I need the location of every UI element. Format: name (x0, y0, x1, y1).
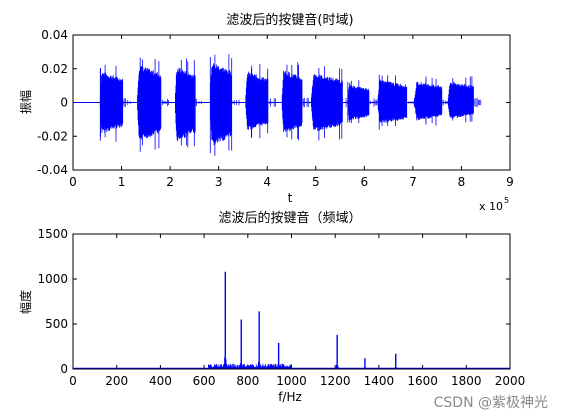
time-domain-plot: 滤波后的按键音(时域) 振幅 t x 10 5 0 1 2 3 4 5 6 7 8 9 -0.04 -… (18, 12, 514, 213)
y-tick-label: 0 (60, 96, 68, 110)
time-noise (195, 98, 203, 107)
time-noise (267, 98, 276, 107)
time-noise (473, 97, 482, 108)
freq-plot-xlabel: f/Hz (278, 390, 302, 404)
time-noise (441, 99, 450, 106)
x-tick-label: 9 (506, 175, 514, 189)
time-burst (245, 64, 269, 139)
x-tick-label: 0 (69, 175, 77, 189)
time-burst (209, 54, 233, 156)
y-tick-label: -0.04 (37, 163, 68, 177)
time-burst (414, 76, 443, 126)
y-tick-label: 500 (45, 317, 68, 331)
y-tick-label: 0.04 (41, 28, 68, 42)
y-tick-label: 0.02 (41, 62, 68, 76)
time-noise (161, 98, 169, 107)
x-tick-label: 7 (409, 175, 417, 189)
time-burst (377, 74, 408, 130)
time-noise (231, 99, 240, 106)
freq-plot-ylabel: 幅度 (18, 290, 33, 314)
x-tick-label: 2 (166, 175, 174, 189)
time-plot-x-exponent-power: 5 (504, 196, 509, 205)
y-tick-label: -0.02 (37, 129, 68, 143)
x-tick-label: 4 (263, 175, 271, 189)
time-burst (175, 58, 196, 148)
y-tick-label: 0 (60, 362, 68, 376)
x-tick-label: 1400 (364, 374, 395, 388)
time-burst (137, 57, 162, 152)
x-tick-label: 1800 (451, 374, 482, 388)
x-tick-label: 1600 (407, 374, 438, 388)
x-tick-label: 1 (118, 175, 126, 189)
time-plot-xlabel: t (288, 191, 293, 205)
freq-plot-ticks: 0 200 400 600 800 1000 1200 1400 1600 1800 2000 0 50… (37, 227, 525, 388)
frequency-domain-plot: 滤波后的按键音（频域） 幅度 f/Hz 0 200 400 600 800 1000 120… (18, 210, 525, 404)
x-tick-label: 3 (215, 175, 223, 189)
y-tick-label: 1500 (37, 227, 68, 241)
x-tick-label: 1000 (276, 374, 307, 388)
time-plot-series (73, 54, 482, 156)
time-plot-axes-frame (72, 34, 511, 171)
time-plot-title: 滤波后的按键音(时域) (226, 12, 353, 28)
freq-plot-title: 滤波后的按键音（频域） (218, 210, 361, 226)
time-noise (368, 98, 377, 107)
time-burst (99, 64, 124, 142)
x-tick-label: 8 (458, 175, 466, 189)
freq-floor (208, 363, 292, 369)
watermark: CSDN @紫极神光 (433, 395, 548, 411)
x-tick-label: 200 (105, 374, 128, 388)
y-tick-label: 1000 (37, 272, 68, 286)
x-tick-label: 400 (149, 374, 172, 388)
time-burst (447, 76, 474, 123)
time-noise (122, 98, 131, 107)
x-tick-label: 2000 (495, 374, 526, 388)
time-plot-x-exponent: x 10 (479, 200, 503, 213)
x-tick-label: 1200 (320, 374, 351, 388)
x-tick-label: 600 (193, 374, 216, 388)
time-noise (342, 97, 351, 108)
time-burst (281, 62, 303, 141)
time-noise (301, 97, 310, 108)
time-burst (311, 66, 343, 141)
time-plot-ylabel: 振幅 (18, 90, 33, 114)
freq-plot-axes-frame (72, 233, 511, 370)
x-tick-label: 5 (312, 175, 320, 189)
freq-plot-series (73, 271, 510, 370)
time-burst (347, 80, 370, 124)
x-tick-label: 800 (236, 374, 259, 388)
time-noise (406, 97, 415, 108)
x-tick-label: 6 (361, 175, 369, 189)
x-tick-label: 0 (69, 374, 77, 388)
